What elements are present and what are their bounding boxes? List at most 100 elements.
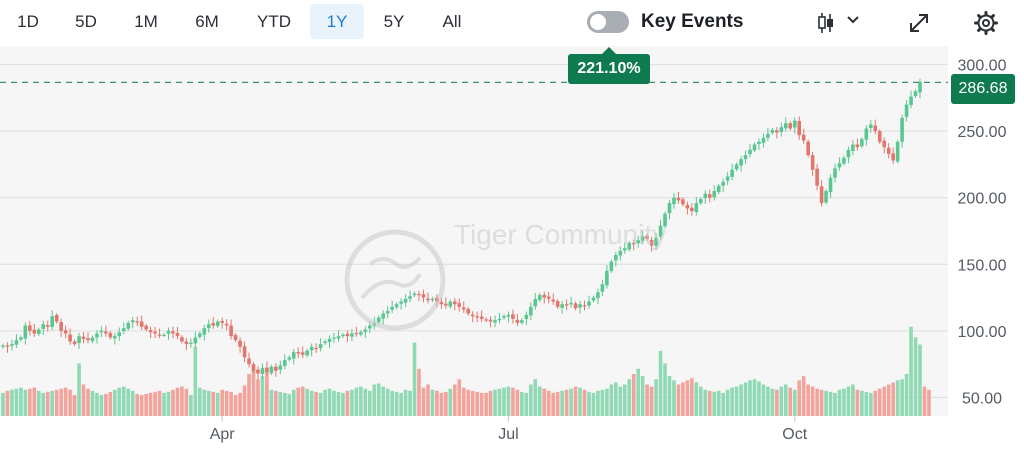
y-tick-label: 250.00 bbox=[958, 124, 1007, 141]
volume-bar bbox=[238, 392, 242, 416]
volume-bar bbox=[591, 392, 596, 416]
volume-bar bbox=[77, 363, 81, 416]
volume-bar bbox=[32, 387, 37, 416]
range-1d-button[interactable]: 1D bbox=[17, 12, 39, 31]
volume-bar bbox=[251, 368, 256, 416]
volume-bar bbox=[50, 390, 55, 416]
volume-bar bbox=[775, 389, 779, 416]
volume-bar bbox=[291, 389, 296, 416]
volume-bar bbox=[506, 386, 511, 416]
volume-bar bbox=[913, 337, 918, 416]
volume-bar bbox=[690, 378, 694, 416]
candle-body bbox=[309, 346, 314, 351]
candle-body bbox=[157, 334, 162, 336]
last-price-badge: 286.68 bbox=[951, 74, 1015, 104]
expand-icon[interactable] bbox=[906, 10, 932, 41]
candlestick-type-icon[interactable] bbox=[815, 10, 845, 41]
volume-bar bbox=[211, 391, 216, 416]
volume-bar bbox=[649, 386, 654, 416]
volume-bar bbox=[622, 384, 627, 416]
candle-body bbox=[408, 296, 412, 299]
y-axis: 50.00 100.00 150.00 200.00 250.00 300.00 bbox=[958, 58, 1007, 408]
volume-bar bbox=[578, 387, 582, 416]
candle-body bbox=[417, 294, 421, 296]
candle-body bbox=[399, 301, 403, 304]
range-6m-button[interactable]: 6M bbox=[195, 12, 219, 31]
volume-bar bbox=[681, 382, 685, 416]
candle-body bbox=[470, 314, 475, 317]
volume-bar bbox=[63, 387, 68, 416]
volume-bar bbox=[5, 390, 10, 416]
volume-bar bbox=[855, 389, 860, 416]
chart-area[interactable]: Tiger Community 50.00 100.00 150.00 200.00 2… bbox=[0, 46, 1024, 467]
volume-bar bbox=[868, 392, 873, 416]
candle-body bbox=[215, 321, 220, 327]
candle-body bbox=[278, 365, 283, 370]
candle-body bbox=[86, 338, 90, 341]
candle-body bbox=[645, 235, 649, 239]
candle-body bbox=[886, 147, 891, 154]
volume-bar bbox=[797, 380, 802, 416]
candle-body bbox=[690, 207, 694, 212]
candle-body bbox=[81, 336, 86, 339]
volume-bar bbox=[220, 389, 224, 416]
volume-bar bbox=[725, 389, 730, 416]
toggle-knob bbox=[590, 14, 606, 30]
volume-bar bbox=[45, 391, 50, 416]
candle-body bbox=[336, 336, 341, 339]
candle-body bbox=[59, 322, 63, 331]
candle-body bbox=[90, 337, 95, 342]
volume-bar bbox=[394, 391, 399, 416]
candle-body bbox=[533, 298, 538, 307]
volume-bars bbox=[1, 326, 931, 416]
volume-bar bbox=[685, 380, 690, 416]
volume-bar bbox=[372, 384, 377, 416]
range-ytd-button[interactable]: YTD bbox=[257, 12, 291, 31]
candle-body bbox=[784, 123, 788, 129]
volume-bar bbox=[864, 391, 869, 416]
volume-bar bbox=[636, 368, 640, 416]
price-chart[interactable]: Tiger Community 50.00 100.00 150.00 200.00 2… bbox=[0, 46, 1024, 467]
volume-bar bbox=[28, 388, 32, 416]
volume-bar bbox=[873, 390, 878, 416]
candle-body bbox=[175, 332, 180, 337]
candle-body bbox=[712, 191, 717, 198]
volume-bar bbox=[59, 388, 63, 416]
volume-bar bbox=[779, 386, 784, 416]
candle-body bbox=[359, 332, 363, 335]
settings-gear-icon[interactable] bbox=[973, 10, 999, 41]
candle-body bbox=[10, 344, 14, 346]
candle-body bbox=[725, 176, 730, 181]
candle-body bbox=[327, 338, 332, 342]
volume-bar bbox=[886, 384, 891, 416]
volume-bar bbox=[837, 389, 842, 416]
volume-bar bbox=[421, 387, 426, 416]
range-5y-button[interactable]: 5Y bbox=[383, 12, 405, 31]
candle-body bbox=[457, 303, 462, 307]
volume-bar bbox=[296, 387, 301, 416]
volume-bar bbox=[408, 390, 412, 416]
volume-bar bbox=[283, 392, 287, 416]
volume-bar bbox=[529, 384, 533, 416]
candle-body bbox=[761, 137, 766, 143]
candle-body bbox=[180, 337, 184, 342]
candle-body bbox=[466, 308, 471, 314]
range-all-button[interactable]: All bbox=[442, 12, 462, 31]
range-1m-button[interactable]: 1M bbox=[134, 12, 158, 31]
volume-bar bbox=[215, 392, 220, 416]
volume-bar bbox=[435, 390, 439, 416]
volume-bar bbox=[233, 395, 238, 416]
range-1y-button[interactable]: 1Y bbox=[310, 4, 364, 39]
candle-body bbox=[569, 302, 573, 305]
candle-body bbox=[582, 305, 587, 307]
candle-body bbox=[77, 336, 81, 344]
candle-body bbox=[600, 284, 605, 292]
volume-bar bbox=[359, 386, 363, 416]
volume-bar bbox=[703, 389, 708, 416]
y-tick-label: 150.00 bbox=[958, 257, 1007, 274]
key-events-toggle[interactable] bbox=[587, 11, 629, 33]
chevron-down-icon[interactable] bbox=[846, 13, 860, 32]
volume-bar bbox=[895, 380, 900, 416]
candle-body bbox=[716, 185, 721, 193]
range-5d-button[interactable]: 5D bbox=[75, 12, 97, 31]
